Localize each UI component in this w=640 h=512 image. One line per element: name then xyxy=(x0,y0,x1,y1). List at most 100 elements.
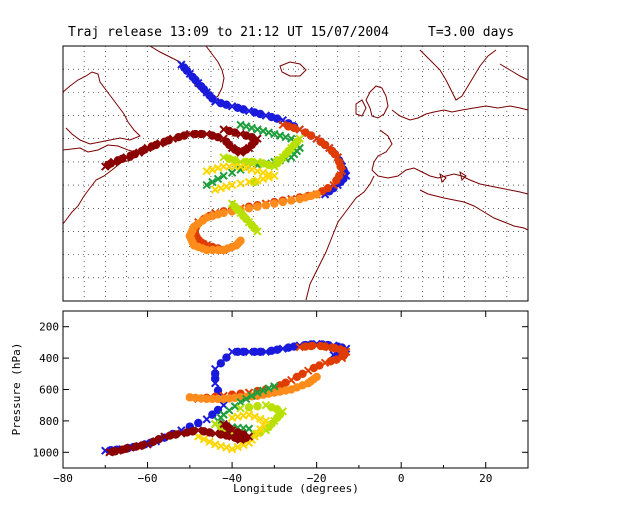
trajectory-point xyxy=(208,165,217,174)
section-point xyxy=(239,347,248,357)
section-point xyxy=(261,416,271,426)
y-axis-label: Pressure (hPa) xyxy=(10,343,23,436)
trajectory-point xyxy=(270,171,279,181)
trajectory-point xyxy=(236,236,245,245)
section-point xyxy=(194,432,203,441)
cross-section-panel: −80 −60 −40 −20 0 20 200 400 600 800 1000 Longitud… xyxy=(10,310,529,495)
section-point xyxy=(326,357,335,366)
trajectory-point xyxy=(247,165,257,174)
trajectory-point xyxy=(253,202,262,211)
section-point xyxy=(264,384,273,393)
trajectory-point xyxy=(332,176,341,185)
trajectory-point xyxy=(264,160,273,170)
coastline-mediterranean-islands xyxy=(439,170,467,183)
coastline-british-isles xyxy=(355,85,389,119)
trajectory-point xyxy=(289,123,299,133)
trajectory-point xyxy=(216,183,226,193)
section-point xyxy=(225,406,234,415)
y-tick-label: 800 xyxy=(39,415,59,428)
trajectory-point xyxy=(306,131,316,140)
section-point xyxy=(256,347,265,357)
trajectory-point xyxy=(222,182,231,191)
x-axis-label: Longitude (degrees) xyxy=(233,482,359,495)
map-trajectories xyxy=(101,60,351,255)
trajectory-point xyxy=(264,128,273,137)
coastline-iceland xyxy=(279,61,307,77)
trajectory-point xyxy=(247,157,257,167)
trajectory-point xyxy=(253,227,262,236)
trajectory-point xyxy=(208,177,217,187)
trajectory-point xyxy=(151,140,161,150)
section-point xyxy=(199,435,209,444)
trajectory-point xyxy=(287,196,296,205)
section-point xyxy=(210,440,220,449)
trajectory-point xyxy=(130,149,140,159)
trajectory-point xyxy=(236,162,245,171)
section-point xyxy=(208,410,217,419)
section-point xyxy=(205,437,214,447)
trajectory-point xyxy=(295,134,304,143)
section-point xyxy=(222,443,231,452)
trajectory-point xyxy=(239,105,248,114)
trajectory-point xyxy=(256,109,265,119)
section-point xyxy=(270,382,279,391)
section-point xyxy=(239,440,248,450)
trajectory-point xyxy=(230,156,240,165)
trajectory-point xyxy=(295,194,304,204)
coastline-scandinavia xyxy=(419,49,529,101)
x-tick-label: 0 xyxy=(398,472,405,485)
section-point xyxy=(233,442,242,452)
trajectory-point xyxy=(225,126,234,136)
section-point xyxy=(253,388,262,397)
trajectory-point xyxy=(244,204,254,213)
section-point xyxy=(216,359,226,368)
section-point xyxy=(233,428,242,437)
trajectory-point xyxy=(117,154,127,164)
trajectory-point xyxy=(236,179,245,188)
coastlines xyxy=(62,45,529,301)
section-point xyxy=(210,364,220,374)
section-point xyxy=(236,397,245,407)
trajectory-point xyxy=(281,132,290,142)
y-tick-label: 600 xyxy=(39,384,59,397)
trajectory-point xyxy=(241,122,251,131)
coastline-europe xyxy=(371,105,529,195)
coastline-africa xyxy=(305,175,529,301)
trajectory-point xyxy=(278,197,288,207)
section-point xyxy=(312,372,321,382)
duration-label: T=3.00 days xyxy=(428,25,514,40)
coastline-labrador xyxy=(62,71,141,145)
x-tick-label: −20 xyxy=(307,472,327,485)
trajectory-point xyxy=(202,180,211,190)
trajectory-point xyxy=(253,125,262,134)
section-axes: −80 −60 −40 −20 0 20 200 400 600 800 1000 xyxy=(33,311,529,485)
y-tick-label: 400 xyxy=(39,352,59,365)
trajectory-point xyxy=(272,156,282,165)
section-point xyxy=(230,402,240,411)
section-point xyxy=(236,404,245,413)
trajectory-point xyxy=(247,123,257,133)
trajectory-point xyxy=(219,171,228,181)
trajectory-point xyxy=(219,125,228,134)
trajectory-point xyxy=(227,180,237,190)
trajectory-point xyxy=(213,132,223,142)
section-point xyxy=(258,386,268,395)
trajectory-point xyxy=(241,163,251,173)
section-point xyxy=(256,414,265,424)
trajectory-point xyxy=(210,185,220,194)
section-point xyxy=(216,441,226,451)
section-point xyxy=(194,418,203,428)
trajectory-point xyxy=(164,136,173,145)
trajectory-point xyxy=(272,114,282,123)
section-point xyxy=(244,403,254,412)
section-point xyxy=(219,419,228,429)
trajectory-point xyxy=(213,163,223,173)
section-trajectories xyxy=(101,339,351,457)
trajectory-point xyxy=(236,165,245,174)
trajectory-point xyxy=(241,131,251,140)
trajectory-point xyxy=(258,174,268,184)
trajectory-point xyxy=(253,176,262,185)
trajectory-point xyxy=(202,166,211,176)
trajectory-point xyxy=(258,126,268,136)
